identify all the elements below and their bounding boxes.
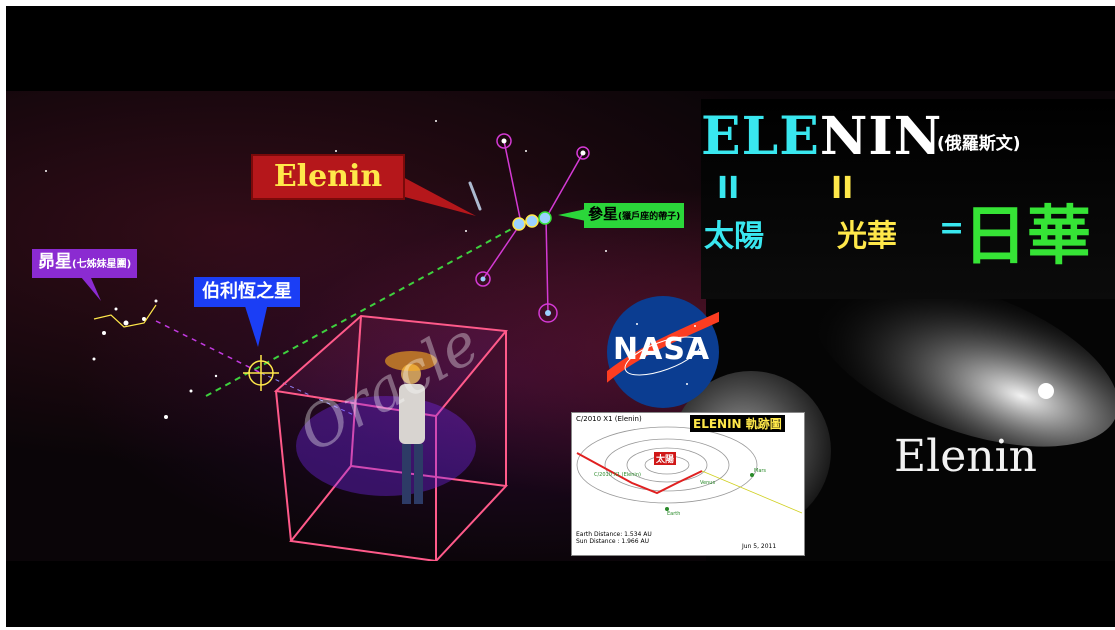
glory-word: 光華	[837, 219, 897, 254]
sun-glory-word: 日華	[963, 200, 1091, 274]
person-figure	[385, 351, 437, 504]
pleiades-label: 昴星	[38, 252, 72, 272]
nasa-logo: NASA	[607, 296, 719, 408]
chart-date: Jun 5, 2011	[742, 543, 777, 550]
chart-sun-label: 太陽	[654, 452, 677, 465]
sun-word: 太陽	[704, 219, 764, 254]
glory-equal-mark: II	[831, 171, 854, 206]
pleiades-note: (七姊妹星團)	[72, 259, 132, 270]
crosshair-icon	[243, 355, 279, 391]
alignment-line-green	[205, 220, 527, 397]
star-field	[45, 120, 607, 419]
comet-tail	[813, 275, 1115, 447]
pleiades-callout: 昴星(七姊妹星團)	[32, 249, 138, 278]
pleiades-callout-pointer	[76, 271, 101, 301]
title-russian: (俄羅斯文)	[937, 134, 1021, 154]
alignment-line-purple	[155, 320, 262, 374]
orion-note: (獵戶座的帶子)	[618, 212, 681, 222]
chart-venus-label: Venus	[700, 480, 716, 486]
poster-scene: Oracle Elenin 昴星(七姊妹星團) 伯利恆之星 參星(獵戶座的帶子)…	[6, 91, 1115, 561]
nasa-swoosh-icon	[607, 311, 719, 385]
chart-mars-label: Mars	[754, 468, 767, 474]
chart-object-label: C/2010 X1 (Elenin)	[576, 415, 642, 423]
nasa-wordmark: NASA	[613, 332, 711, 367]
orion-belt-stars	[480, 138, 586, 316]
image-frame: Oracle Elenin 昴星(七姊妹星團) 伯利恆之星 參星(獵戶座的帶子)…	[6, 6, 1115, 627]
orion-label: 參星	[588, 205, 619, 223]
small-comet-streak	[468, 181, 482, 211]
orbit-diagram	[576, 426, 803, 514]
pleiades-lines	[93, 304, 157, 328]
title-elenin: ELENIN	[701, 107, 942, 167]
sun-equal-mark: II	[717, 171, 740, 206]
orion-callout: 參星(獵戶座的帶子)	[584, 203, 685, 228]
equals-sign: =	[939, 211, 965, 246]
elenin-callout: Elenin	[251, 154, 405, 200]
orion-constellation	[475, 133, 590, 323]
chart-earth-distance: Earth Distance: 1.534 AU	[576, 531, 652, 538]
elenin-callout-pointer	[401, 176, 476, 216]
bethlehem-callout: 伯利恆之星	[194, 277, 300, 307]
title-panel: ELENIN (俄羅斯文) II II 太陽 光華 = 日華	[701, 99, 1115, 299]
alignment-line-blue	[260, 372, 357, 417]
chart-heading: ELENIN 軌跡圖	[690, 415, 785, 432]
bethlehem-callout-pointer	[244, 303, 268, 347]
chart-earth-label: Earth	[667, 511, 681, 517]
title-elenin-colored: ELE	[701, 106, 820, 167]
chart-sun-distance: Sun Distance : 1.966 AU	[576, 538, 649, 545]
comet-label: Elenin	[894, 431, 1037, 482]
orion-callout-pointer	[558, 209, 586, 221]
cube-glow	[296, 396, 476, 496]
comet-nucleus	[1038, 383, 1054, 399]
elenin-orbit-chart: C/2010 X1 (Elenin) ELENIN 軌跡圖 太陽 C/2010 …	[571, 412, 805, 556]
title-elenin-white: NIN	[819, 106, 943, 167]
chart-orbit-label: C/2010 X1 (Elenin)	[594, 472, 641, 478]
